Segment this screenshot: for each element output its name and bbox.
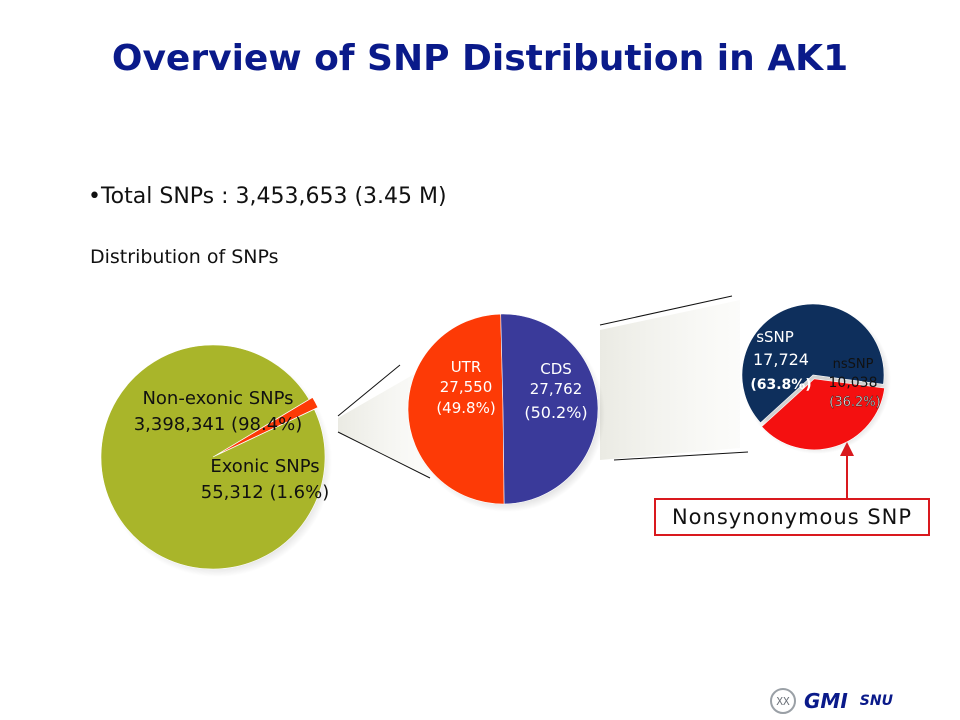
total-snps-line: •Total SNPs : 3,453,653 (3.45 M) [88,184,447,209]
connector-line-1a [337,364,401,417]
label-ssnp-percent: (63.8%) [750,377,811,393]
label-nssnp-value: 10,038 [829,375,878,391]
nonsynonymous-callout: Nonsynonymous SNP [654,498,930,536]
footer-snu-text: SNU [859,693,893,709]
pie-chart-cds-snps [741,303,891,454]
label-exonic-name: Exonic SNPs [210,456,319,477]
label-cds-percent: (50.2%) [524,403,587,422]
connector-fan-2 [600,300,740,460]
label-ssnp-value: 17,724 [753,350,809,369]
label-nssnp-percent: (36.2%) [829,395,880,410]
connector-line-2b [613,451,749,461]
label-exonic-value: 55,312 (1.6%) [201,482,329,503]
label-cds-name: CDS [540,360,572,378]
pie-slice-ssnp [741,303,885,424]
label-utr-value: 27,550 [440,378,493,396]
label-nonexonic-value: 3,398,341 (98.4%) [134,414,303,435]
footer-gmi-text: GMI [804,689,848,713]
page-title: Overview of SNP Distribution in AK1 [111,38,849,79]
label-utr-percent: (49.8%) [436,399,495,417]
gmi-logo-icon: XX [770,688,796,714]
pie-chart-exonic-snps [407,313,605,512]
label-nssnp-name: nsSNP [833,357,874,372]
connector-line-2a [599,295,733,326]
pie-slice-nssnp [761,378,885,451]
label-ssnp-name: sSNP [756,328,794,346]
pie-slice-utr [407,313,505,505]
footer-logo: XX GMI SNU [770,686,893,716]
callout-arrow-head [840,442,854,456]
pie-slice-cds [500,313,599,505]
pie-chart-all-snps [100,344,332,577]
pie-slice-non-exonic-snps [100,344,326,570]
label-nonexonic-name: Non-exonic SNPs [142,388,293,409]
connector-line-1b [337,431,431,479]
distribution-subheading: Distribution of SNPs [90,246,279,268]
label-cds-value: 27,762 [530,380,583,398]
pie-slice-exonic-snps [216,397,319,456]
label-utr-name: UTR [451,358,482,376]
connector-fan-1 [338,365,430,478]
